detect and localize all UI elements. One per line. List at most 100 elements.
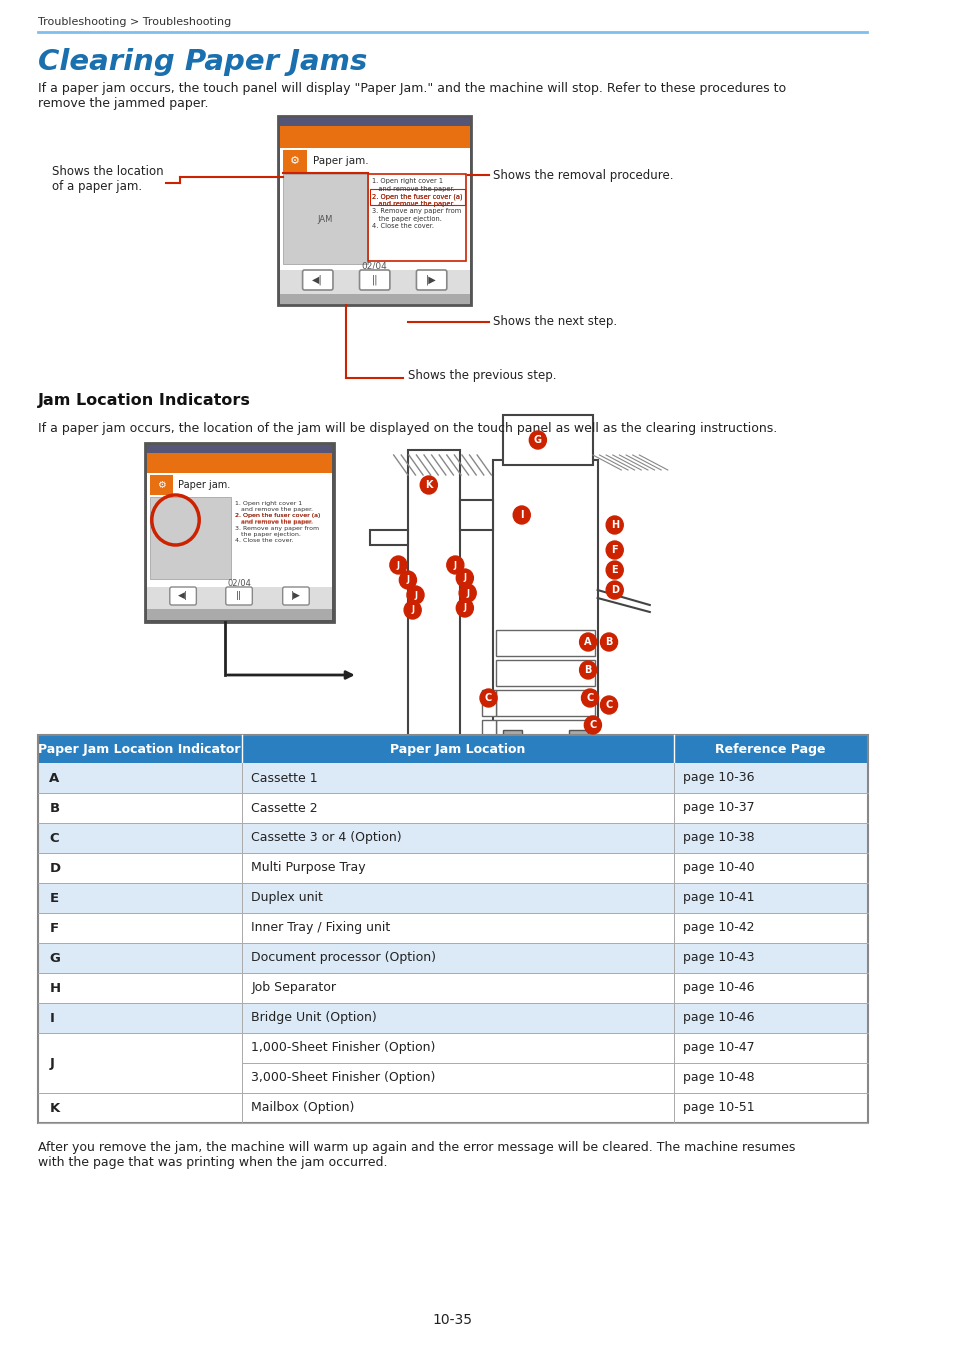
Text: page 10-43: page 10-43: [682, 952, 754, 964]
Circle shape: [419, 477, 436, 494]
Bar: [502, 414, 592, 464]
Text: If a paper jam occurs, the location of the jam will be displayed on the touch pa: If a paper jam occurs, the location of t…: [38, 423, 777, 435]
Text: Inner Tray / Fixing unit: Inner Tray / Fixing unit: [252, 922, 390, 934]
Bar: [38, 792, 867, 824]
Text: 1,000-Sheet Finisher (Option): 1,000-Sheet Finisher (Option): [252, 1041, 436, 1054]
Text: page 10-48: page 10-48: [682, 1072, 754, 1084]
Text: 2. Open the fuser cover (a)
   and remove the paper.: 2. Open the fuser cover (a) and remove t…: [372, 193, 462, 207]
Text: ||: ||: [235, 591, 242, 601]
Text: J: J: [396, 560, 399, 570]
Bar: [502, 730, 521, 738]
Text: Cassette 2: Cassette 2: [252, 802, 317, 814]
Text: ||: ||: [371, 275, 377, 285]
Text: 10-35: 10-35: [432, 1314, 472, 1327]
Circle shape: [404, 601, 420, 620]
Text: ◀|: ◀|: [312, 275, 323, 285]
Text: with the page that was printing when the jam occurred.: with the page that was printing when the…: [38, 1156, 387, 1169]
Circle shape: [458, 585, 476, 602]
Bar: [147, 587, 332, 609]
Circle shape: [456, 568, 473, 587]
Text: B: B: [584, 666, 591, 675]
Bar: [496, 660, 594, 686]
Circle shape: [581, 688, 598, 707]
Circle shape: [579, 662, 596, 679]
Bar: [408, 450, 459, 745]
Circle shape: [579, 633, 596, 651]
Text: Bridge Unit (Option): Bridge Unit (Option): [252, 1011, 376, 1025]
Text: 02/04: 02/04: [227, 579, 251, 587]
Text: Mailbox (Option): Mailbox (Option): [252, 1102, 355, 1115]
Text: C: C: [484, 693, 492, 703]
Bar: [38, 824, 867, 853]
Bar: [38, 1033, 867, 1094]
Bar: [38, 913, 867, 944]
Text: J: J: [50, 1057, 54, 1069]
Text: page 10-51: page 10-51: [682, 1102, 754, 1115]
Bar: [282, 174, 368, 265]
Text: F: F: [611, 545, 618, 555]
Bar: [282, 150, 307, 171]
Text: J: J: [414, 590, 416, 599]
FancyBboxPatch shape: [359, 270, 390, 290]
Bar: [38, 734, 867, 1123]
Text: D: D: [50, 861, 60, 875]
Text: page 10-42: page 10-42: [682, 922, 754, 934]
Bar: [279, 117, 469, 126]
Text: C: C: [586, 693, 593, 703]
Circle shape: [529, 431, 546, 450]
Bar: [496, 690, 594, 716]
Circle shape: [407, 586, 423, 603]
Bar: [493, 460, 597, 730]
Text: page 10-47: page 10-47: [682, 1041, 754, 1054]
Bar: [481, 720, 496, 747]
Bar: [496, 630, 594, 656]
Bar: [38, 973, 867, 1003]
Text: Cassette 3 or 4 (Option): Cassette 3 or 4 (Option): [252, 832, 401, 845]
Circle shape: [605, 562, 622, 579]
Bar: [38, 883, 867, 913]
Text: page 10-36: page 10-36: [682, 771, 754, 784]
Circle shape: [446, 556, 463, 574]
Bar: [279, 126, 469, 148]
Text: Shows the location
of a paper jam.: Shows the location of a paper jam.: [52, 165, 164, 193]
Bar: [279, 117, 469, 302]
Text: I: I: [519, 510, 523, 520]
Bar: [147, 609, 332, 620]
Circle shape: [605, 580, 622, 599]
Text: J: J: [406, 575, 409, 585]
Circle shape: [599, 697, 617, 714]
Text: I: I: [50, 1011, 54, 1025]
Circle shape: [390, 556, 407, 574]
Bar: [368, 174, 465, 261]
Bar: [147, 446, 332, 454]
Text: 02/04: 02/04: [361, 262, 387, 270]
Text: page 10-37: page 10-37: [682, 802, 754, 814]
Text: J: J: [454, 560, 456, 570]
Text: page 10-38: page 10-38: [682, 832, 754, 845]
Bar: [145, 443, 334, 622]
Bar: [147, 446, 332, 620]
Text: H: H: [610, 520, 618, 531]
Text: B: B: [50, 802, 59, 814]
Bar: [38, 763, 867, 792]
Bar: [150, 475, 172, 495]
Text: H: H: [50, 981, 60, 995]
Bar: [38, 1094, 867, 1123]
Text: Clearing Paper Jams: Clearing Paper Jams: [38, 49, 367, 76]
Text: Shows the removal procedure.: Shows the removal procedure.: [493, 169, 673, 181]
Text: A: A: [584, 637, 591, 647]
Bar: [279, 148, 469, 302]
Text: ⚙: ⚙: [290, 157, 299, 166]
Bar: [147, 472, 332, 620]
Text: Paper jam.: Paper jam.: [178, 481, 231, 490]
FancyBboxPatch shape: [282, 587, 309, 605]
Text: Multi Purpose Tray: Multi Purpose Tray: [252, 861, 366, 875]
Bar: [370, 189, 464, 205]
FancyBboxPatch shape: [416, 270, 446, 290]
Text: |▶: |▶: [426, 275, 436, 285]
Text: Shows the next step.: Shows the next step.: [493, 316, 617, 328]
Bar: [150, 497, 232, 579]
Circle shape: [513, 506, 530, 524]
Text: page 10-46: page 10-46: [682, 981, 754, 995]
Text: G: G: [534, 435, 541, 446]
